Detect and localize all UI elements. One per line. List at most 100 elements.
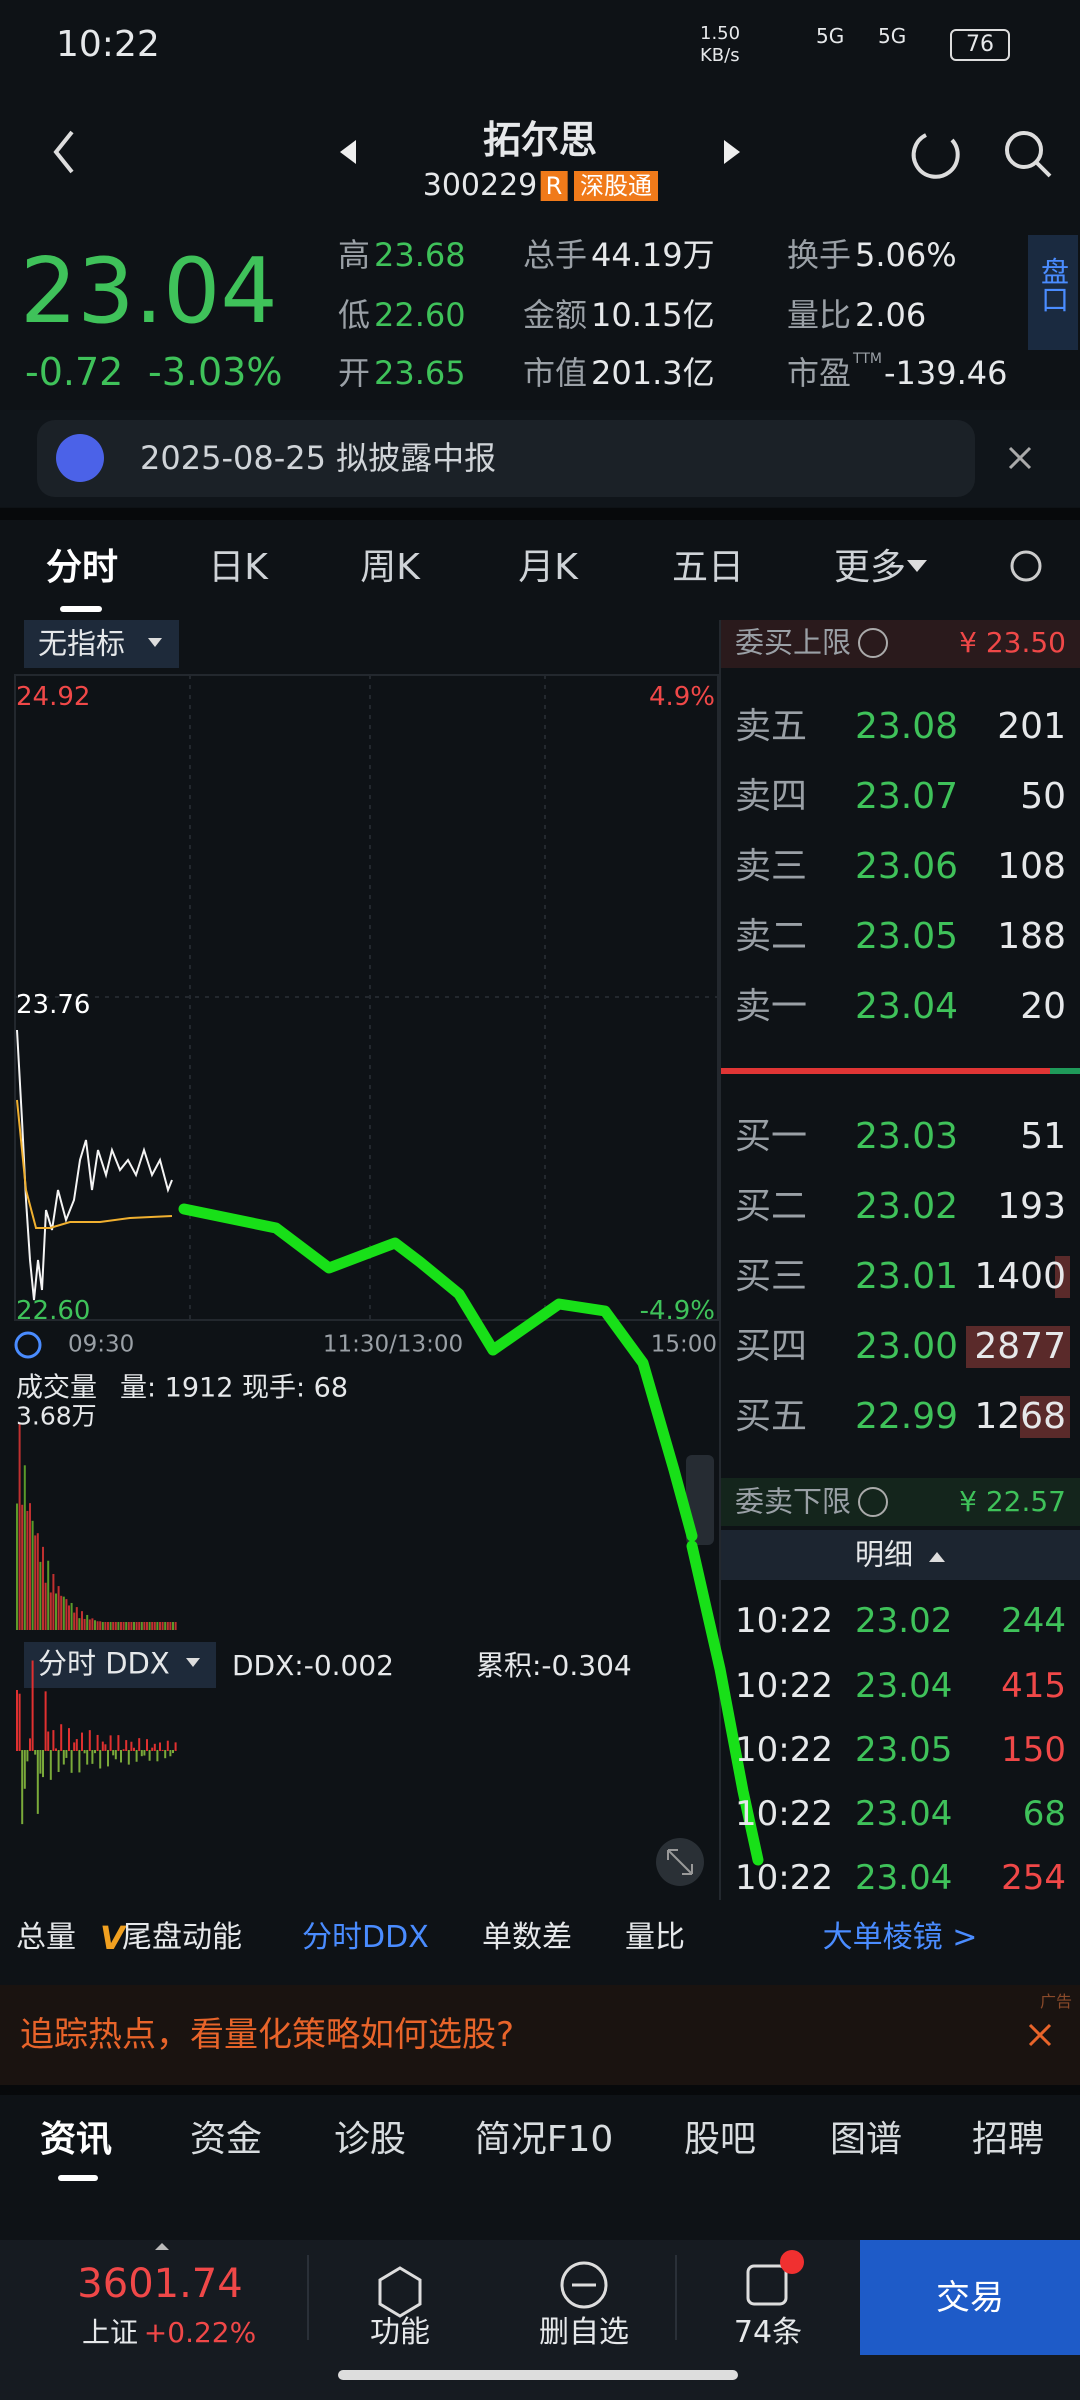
bar-shape xyxy=(138,1738,141,1751)
book-level: 卖一 xyxy=(735,986,808,1027)
annotation-stroke xyxy=(178,1203,698,1542)
time-label: 15:00 xyxy=(650,1331,717,1358)
detail-bg xyxy=(720,1530,1080,1580)
big-order[interactable]: 大单棱镜 > xyxy=(822,1920,978,1955)
side-tab-bg[interactable] xyxy=(1028,235,1078,350)
bar-shape xyxy=(75,1739,78,1751)
info-tab[interactable]: 资讯 xyxy=(39,2119,113,2160)
info-tab[interactable]: 简况F10 xyxy=(474,2119,614,2160)
ind-tab[interactable]: 量比 xyxy=(625,1920,685,1955)
badge-r: R xyxy=(540,171,568,201)
ad-text[interactable]: 追踪热点，看量化策略如何选股? xyxy=(20,2015,515,2055)
bar-shape xyxy=(47,1731,50,1751)
trade-volume: 150 xyxy=(1001,1730,1066,1770)
detail-title[interactable]: 明细 xyxy=(854,1537,914,1572)
info-tab[interactable]: 资金 xyxy=(189,2119,263,2160)
stat-value: 23.68 xyxy=(374,236,466,274)
stat-label: 量比 xyxy=(787,296,852,334)
ind-tab[interactable]: 分时DDX xyxy=(302,1920,429,1955)
info-tab[interactable]: 图谱 xyxy=(829,2119,903,2160)
bar-shape xyxy=(94,1620,96,1630)
change-pct: -3.03% xyxy=(148,350,283,394)
index-name: 上证 xyxy=(81,2316,139,2349)
trade-time: 10:22 xyxy=(735,1666,833,1706)
info-tab[interactable]: 招聘 xyxy=(971,2119,1045,2160)
bar-shape xyxy=(83,1618,86,1630)
bar-shape xyxy=(164,1750,167,1759)
bar-shape xyxy=(39,1750,42,1774)
bar-shape xyxy=(21,1504,24,1630)
stat-sup: TTM xyxy=(853,351,882,367)
ind-tab[interactable]: 单数差 xyxy=(482,1920,572,1955)
bar-shape xyxy=(75,1607,78,1630)
time-icon xyxy=(14,1331,42,1359)
func-icon[interactable] xyxy=(378,2266,422,2318)
bar-shape xyxy=(62,1750,65,1765)
net-speed-unit: KB/s xyxy=(700,45,740,66)
trade-price: 23.04 xyxy=(855,1858,953,1898)
battery: 76 xyxy=(950,29,1010,61)
ddx-btn[interactable] xyxy=(24,1642,216,1688)
nav-item[interactable]: 功能 xyxy=(370,2315,430,2350)
notice-text[interactable]: 2025-08-25 拟披露中报 xyxy=(140,439,497,477)
ind-v: V xyxy=(100,1919,125,1957)
prev-icon[interactable] xyxy=(340,140,356,164)
chart-tab[interactable]: 五日 xyxy=(671,547,745,588)
msg-icon[interactable] xyxy=(746,2264,788,2306)
ind-tab[interactable]: 总量 xyxy=(16,1920,76,1955)
info-tab[interactable]: 股吧 xyxy=(683,2119,757,2160)
search-icon[interactable] xyxy=(1005,131,1043,169)
bar-shape xyxy=(151,1747,154,1751)
bar-shape xyxy=(65,1599,68,1630)
chart-tab[interactable]: 周K xyxy=(360,547,420,588)
bar-shape xyxy=(107,1750,109,1767)
book-volume: 188 xyxy=(997,916,1066,957)
stat-label: 高 xyxy=(338,236,371,274)
ad-close[interactable] xyxy=(1028,2023,1052,2047)
home-indicator xyxy=(338,2370,738,2380)
chart-tab[interactable]: 日K xyxy=(208,547,268,588)
nav-item[interactable]: 删自选 xyxy=(539,2315,629,2350)
bar-shape xyxy=(112,1622,115,1630)
chart-tab[interactable]: 月K xyxy=(518,547,578,588)
nav-item[interactable]: 74条 xyxy=(733,2315,803,2350)
chart-tab[interactable]: 分时 xyxy=(45,547,119,588)
index-value[interactable]: 3601.74 xyxy=(77,2261,243,2307)
side-tab[interactable]: 盘口 xyxy=(1037,257,1070,313)
back-icon[interactable] xyxy=(53,130,74,174)
refresh-icon[interactable] xyxy=(911,133,960,179)
remove-icon[interactable] xyxy=(560,2261,608,2309)
trade-price: 23.02 xyxy=(855,1601,953,1641)
bar-shape xyxy=(62,1596,65,1630)
stat-value: 22.60 xyxy=(374,296,466,334)
settings-icon[interactable] xyxy=(1010,550,1042,582)
pct-low: -4.9% xyxy=(639,1296,715,1326)
info-tab[interactable]: 诊股 xyxy=(333,2119,407,2160)
stat-label: 开 xyxy=(338,354,371,392)
next-icon[interactable] xyxy=(724,140,740,164)
book-price: 23.07 xyxy=(855,776,959,817)
ind-tab[interactable]: 尾盘动能 xyxy=(122,1920,242,1955)
notice-close[interactable] xyxy=(1008,446,1032,470)
ddx-selector[interactable]: 分时 DDX xyxy=(38,1646,170,1681)
bar-shape xyxy=(34,1750,37,1755)
bar-shape xyxy=(57,1750,60,1772)
trade-btn[interactable] xyxy=(860,2240,1080,2355)
bar-shape xyxy=(52,1730,55,1751)
notice-box[interactable] xyxy=(37,420,975,497)
bar-shape xyxy=(88,1619,91,1630)
chart-tab[interactable]: 更多 xyxy=(833,547,907,588)
indicator[interactable]: 无指标 xyxy=(38,626,126,661)
network: 5G xyxy=(878,24,907,48)
bar-shape xyxy=(146,1739,148,1751)
trade-price: 23.04 xyxy=(855,1794,953,1834)
bar-shape xyxy=(114,1750,117,1760)
book-level: 卖五 xyxy=(735,706,808,747)
bar-shape xyxy=(138,1622,141,1630)
bar-shape xyxy=(133,1747,135,1751)
trade-time: 10:22 xyxy=(735,1601,833,1641)
trade-volume: 254 xyxy=(1001,1858,1066,1898)
index-change: +0.22% xyxy=(143,2316,257,2349)
trade-label[interactable]: 交易 xyxy=(936,2278,1004,2318)
bar-shape xyxy=(112,1750,115,1756)
